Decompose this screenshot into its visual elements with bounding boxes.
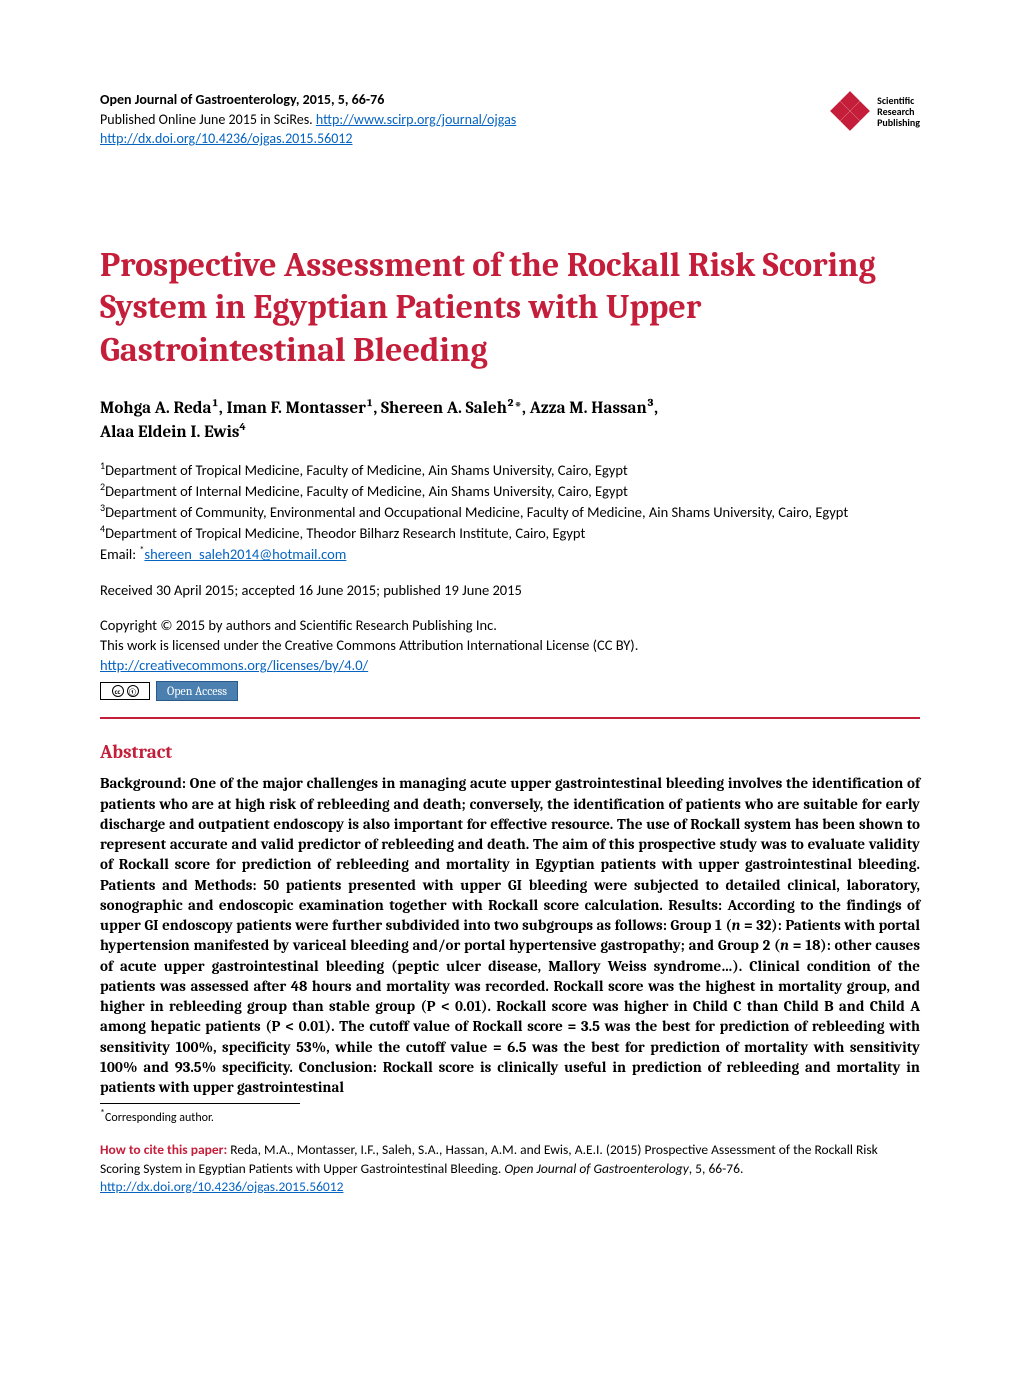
license-badges: cc① Open Access bbox=[100, 681, 920, 701]
affiliations-block: 1Department of Tropical Medicine, Facult… bbox=[100, 459, 920, 565]
email-link[interactable]: shereen_saleh2014@hotmail.com bbox=[144, 545, 346, 563]
journal-url-link[interactable]: http://www.scirp.org/journal/ojgas bbox=[316, 111, 516, 128]
affiliation-1: 1Department of Tropical Medicine, Facult… bbox=[100, 459, 920, 480]
corresponding-note: *Corresponding author. bbox=[100, 1106, 920, 1125]
citation-box: How to cite this paper: Reda, M.A., Mont… bbox=[100, 1141, 920, 1196]
header-meta: Open Journal of Gastroenterology, 2015, … bbox=[100, 90, 516, 149]
authors-block: Mohga A. Reda¹, Iman F. Montasser¹, Sher… bbox=[100, 397, 920, 445]
copyright-line-1: Copyright © 2015 by authors and Scientif… bbox=[100, 615, 920, 635]
affiliation-4: 4Department of Tropical Medicine, Theodo… bbox=[100, 522, 920, 543]
published-line: Published Online June 2015 in SciRes. ht… bbox=[100, 110, 516, 130]
affiliation-2: 2Department of Internal Medicine, Facult… bbox=[100, 480, 920, 501]
published-prefix: Published Online June 2015 in SciRes. bbox=[100, 111, 316, 128]
cite-journal: Open Journal of Gastroenterology bbox=[504, 1160, 688, 1177]
email-line: Email: *shereen_saleh2014@hotmail.com bbox=[100, 543, 920, 564]
cite-label: How to cite this paper: bbox=[100, 1141, 230, 1158]
abstract-heading: Abstract bbox=[100, 741, 920, 763]
page-header: Open Journal of Gastroenterology, 2015, … bbox=[100, 90, 920, 149]
footnote-divider bbox=[100, 1103, 300, 1104]
section-divider bbox=[100, 717, 920, 719]
license-link[interactable]: http://creativecommons.org/licenses/by/4… bbox=[100, 656, 368, 674]
copyright-block: Copyright © 2015 by authors and Scientif… bbox=[100, 615, 920, 676]
journal-citation: Open Journal of Gastroenterology, 2015, … bbox=[100, 90, 516, 110]
doi-link[interactable]: http://dx.doi.org/10.4236/ojgas.2015.560… bbox=[100, 130, 352, 147]
copyright-line-2: This work is licensed under the Creative… bbox=[100, 635, 920, 655]
cite-doi-link[interactable]: http://dx.doi.org/10.4236/ojgas.2015.560… bbox=[100, 1178, 343, 1195]
authors-line-2: Alaa Eldein I. Ewis⁴ bbox=[100, 421, 920, 445]
article-dates: Received 30 April 2015; accepted 16 June… bbox=[100, 581, 920, 599]
cc-by-icon: cc① bbox=[100, 682, 150, 700]
abstract-text: Background: One of the major challenges … bbox=[100, 773, 920, 1097]
cite-text-post: , 5, 66-76. bbox=[689, 1160, 744, 1177]
publisher-logo: Scientific Research Publishing bbox=[829, 90, 920, 132]
article-title: Prospective Assessment of the Rockall Ri… bbox=[100, 244, 920, 372]
affiliation-3: 3Department of Community, Environmental … bbox=[100, 501, 920, 522]
logo-diamonds-icon bbox=[829, 90, 871, 132]
logo-text: Scientific Research Publishing bbox=[877, 95, 920, 128]
open-access-badge: Open Access bbox=[156, 681, 238, 701]
authors-line-1: Mohga A. Reda¹, Iman F. Montasser¹, Sher… bbox=[100, 397, 920, 421]
